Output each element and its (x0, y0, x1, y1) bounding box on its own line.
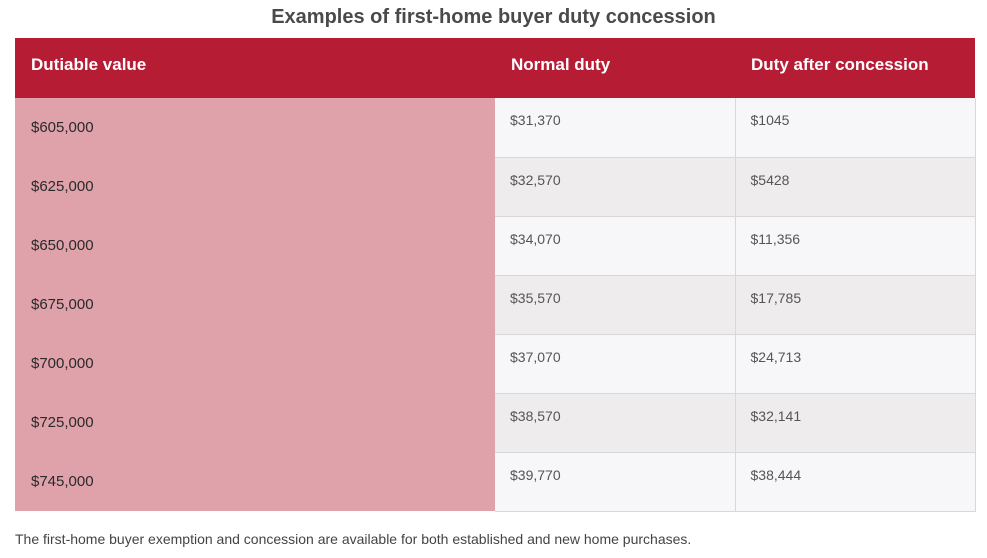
dutiable-value-cell: $675,000 (15, 275, 495, 334)
dutiable-value-cell: $605,000 (15, 98, 495, 157)
duty-after-concession-cell: $38,444 (735, 452, 976, 512)
header-duty-after-concession: Duty after concession (751, 55, 929, 74)
table-row: $675,000 $35,570 $17,785 (15, 275, 976, 335)
table-row: $700,000 $37,070 $24,713 (15, 334, 976, 394)
table-row: $725,000 $38,570 $32,141 (15, 393, 976, 453)
dutiable-value-cell: $625,000 (15, 157, 495, 216)
table-row: $605,000 $31,370 $1045 (15, 98, 976, 158)
table-row: $625,000 $32,570 $5428 (15, 157, 976, 217)
table-row: $745,000 $39,770 $38,444 (15, 452, 976, 512)
normal-duty-cell: $39,770 (495, 452, 736, 512)
normal-duty-cell: $37,070 (495, 334, 736, 394)
dutiable-value-cell: $745,000 (15, 452, 495, 511)
duty-after-concession-cell: $32,141 (735, 393, 976, 453)
normal-duty-cell: $32,570 (495, 157, 736, 217)
table-row: $650,000 $34,070 $11,356 (15, 216, 976, 276)
duty-after-concession-cell: $1045 (735, 98, 976, 158)
table-title: Examples of first-home buyer duty conces… (271, 6, 716, 28)
dutiable-value-cell: $650,000 (15, 216, 495, 275)
footnote: The first-home buyer exemption and conce… (15, 531, 692, 547)
normal-duty-cell: $31,370 (495, 98, 736, 158)
dutiable-value-cell: $700,000 (15, 334, 495, 393)
header-dutiable-value: Dutiable value (31, 55, 147, 74)
duty-after-concession-cell: $24,713 (735, 334, 976, 394)
duty-concession-table: Dutiable value Normal duty Duty after co… (15, 38, 976, 512)
table-header-row: Dutiable value Normal duty Duty after co… (15, 38, 975, 98)
normal-duty-cell: $38,570 (495, 393, 736, 453)
dutiable-value-cell: $725,000 (15, 393, 495, 452)
normal-duty-cell: $34,070 (495, 216, 736, 276)
duty-after-concession-cell: $5428 (735, 157, 976, 217)
normal-duty-cell: $35,570 (495, 275, 736, 335)
duty-after-concession-cell: $17,785 (735, 275, 976, 335)
duty-after-concession-cell: $11,356 (735, 216, 976, 276)
header-normal-duty: Normal duty (511, 55, 611, 74)
